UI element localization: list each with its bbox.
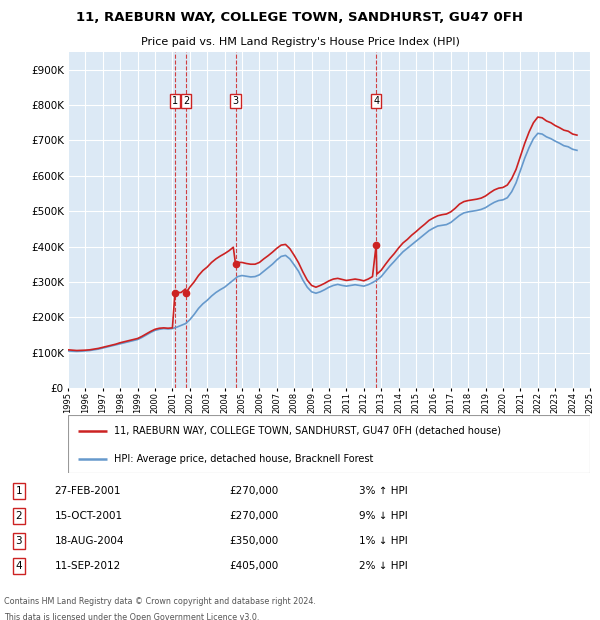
Text: £270,000: £270,000 bbox=[229, 511, 278, 521]
Text: 15-OCT-2001: 15-OCT-2001 bbox=[55, 511, 122, 521]
Text: 4: 4 bbox=[16, 561, 22, 571]
Text: 2: 2 bbox=[16, 511, 22, 521]
Text: 11, RAEBURN WAY, COLLEGE TOWN, SANDHURST, GU47 0FH: 11, RAEBURN WAY, COLLEGE TOWN, SANDHURST… bbox=[77, 11, 523, 24]
FancyBboxPatch shape bbox=[68, 415, 590, 473]
Text: 9% ↓ HPI: 9% ↓ HPI bbox=[359, 511, 408, 521]
Text: This data is licensed under the Open Government Licence v3.0.: This data is licensed under the Open Gov… bbox=[4, 613, 259, 620]
Text: £270,000: £270,000 bbox=[229, 486, 278, 496]
Text: HPI: Average price, detached house, Bracknell Forest: HPI: Average price, detached house, Brac… bbox=[114, 453, 373, 464]
Text: 1: 1 bbox=[16, 486, 22, 496]
Text: 4: 4 bbox=[373, 95, 379, 106]
Text: 27-FEB-2001: 27-FEB-2001 bbox=[55, 486, 121, 496]
Text: 11-SEP-2012: 11-SEP-2012 bbox=[55, 561, 121, 571]
Text: 11, RAEBURN WAY, COLLEGE TOWN, SANDHURST, GU47 0FH (detached house): 11, RAEBURN WAY, COLLEGE TOWN, SANDHURST… bbox=[114, 426, 501, 436]
Text: 1: 1 bbox=[172, 95, 178, 106]
Text: Contains HM Land Registry data © Crown copyright and database right 2024.: Contains HM Land Registry data © Crown c… bbox=[4, 597, 316, 606]
Text: 2% ↓ HPI: 2% ↓ HPI bbox=[359, 561, 408, 571]
Text: 3% ↑ HPI: 3% ↑ HPI bbox=[359, 486, 408, 496]
Text: 3: 3 bbox=[232, 95, 239, 106]
Text: 2: 2 bbox=[183, 95, 189, 106]
Text: 1% ↓ HPI: 1% ↓ HPI bbox=[359, 536, 408, 546]
Text: £350,000: £350,000 bbox=[229, 536, 278, 546]
Text: 3: 3 bbox=[16, 536, 22, 546]
Text: £405,000: £405,000 bbox=[229, 561, 278, 571]
Text: 18-AUG-2004: 18-AUG-2004 bbox=[55, 536, 124, 546]
Text: Price paid vs. HM Land Registry's House Price Index (HPI): Price paid vs. HM Land Registry's House … bbox=[140, 37, 460, 48]
